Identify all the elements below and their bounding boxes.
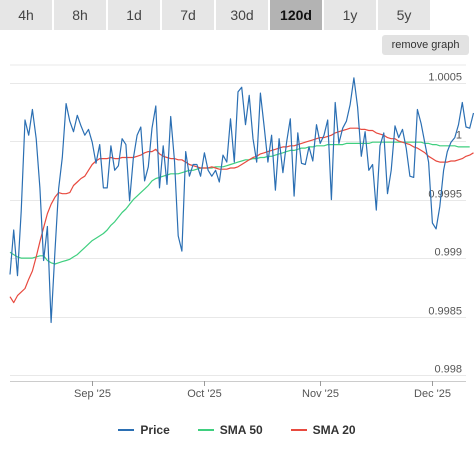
chart-legend: Price SMA 50 SMA 20 (0, 420, 474, 440)
y-tick-label: 0.9995 (428, 189, 462, 201)
legend-swatch-price (118, 429, 135, 431)
x-tick-label: Dec '25 (414, 388, 451, 400)
legend-swatch-sma50 (197, 429, 214, 431)
tab-5y[interactable]: 5y (378, 0, 432, 30)
legend-swatch-sma20 (290, 429, 307, 431)
tab-120d[interactable]: 120d (270, 0, 324, 30)
y-tick-label: 0.998 (434, 364, 462, 376)
tab-1d[interactable]: 1d (108, 0, 162, 30)
legend-label-sma20: SMA 20 (312, 423, 356, 437)
y-tick-label: 0.999 (434, 247, 462, 259)
x-tick-label: Nov '25 (302, 388, 339, 400)
legend-item-sma50[interactable]: SMA 50 (197, 423, 263, 437)
remove-graph-button[interactable]: remove graph (382, 35, 469, 55)
tab-8h[interactable]: 8h (54, 0, 108, 30)
legend-item-sma20[interactable]: SMA 20 (290, 423, 356, 437)
range-tabs: 4h 8h 1d 7d 30d 120d 1y 5y (0, 0, 474, 30)
tab-7d[interactable]: 7d (162, 0, 216, 30)
legend-label-sma50: SMA 50 (219, 423, 263, 437)
tab-1y[interactable]: 1y (324, 0, 378, 30)
tab-4h[interactable]: 4h (0, 0, 54, 30)
price-chart: 0.998 0.9985 0.999 0.9995 1 1.0005 Sep '25 Oct … (9, 64, 474, 400)
legend-label-price: Price (140, 423, 170, 437)
y-tick-label: 0.9985 (428, 306, 462, 318)
series-line-price (9, 77, 474, 324)
y-tick-label: 1 (456, 130, 462, 142)
legend-item-price[interactable]: Price (118, 423, 170, 437)
x-tick-label: Oct '25 (187, 388, 222, 400)
series-line-sma50 (9, 141, 470, 265)
series-line-sma20 (9, 127, 474, 304)
y-tick-label: 1.0005 (428, 72, 462, 84)
x-tick-label: Sep '25 (74, 388, 111, 400)
tab-30d[interactable]: 30d (216, 0, 270, 30)
